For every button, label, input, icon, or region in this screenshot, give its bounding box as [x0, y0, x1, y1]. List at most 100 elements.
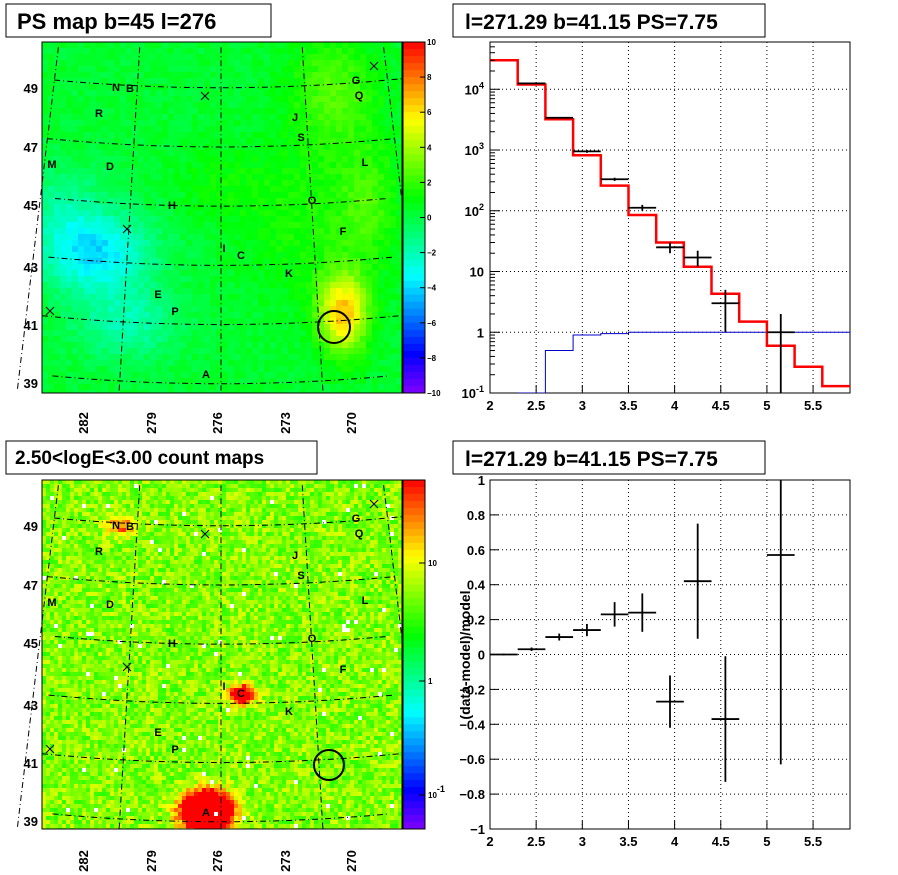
ps-colorbar-label: −10 — [427, 389, 441, 398]
count-map-parallel — [46, 576, 396, 586]
spectrum-component-step — [517, 331, 850, 393]
count-map-y-tick-label: 39 — [24, 814, 38, 829]
ps-colorbar-label: 6 — [427, 108, 432, 117]
count-map-parallel — [54, 636, 388, 645]
ps-map-source-label: M — [47, 159, 56, 171]
spectrum-y-tick-label: 10 — [470, 265, 484, 280]
residual-x-tick-label: 2 — [486, 834, 493, 849]
count-map-parallel — [54, 516, 402, 527]
ps-map-meridian — [118, 47, 141, 391]
ps-map-source-label: H — [168, 200, 176, 212]
residual-y-tick-label: −0.6 — [459, 752, 485, 767]
ps-map-sources: N B R M D H IC EP A JS GQ L O F K — [45, 61, 379, 381]
ps-map-cross-marker — [122, 224, 132, 234]
spectrum-x-tick-label: 2 — [486, 398, 493, 413]
ps-map-parallel — [46, 138, 396, 148]
ps-map-x-tick-label: 282 — [76, 412, 91, 434]
ps-map-source-label: D — [106, 161, 114, 173]
spectrum-model-step — [490, 59, 850, 388]
ps-map-x-tick-label: 270 — [344, 412, 359, 434]
spectrum-x-tick-label: 3.5 — [619, 398, 637, 413]
residual-y-tick-label: 0.8 — [467, 508, 485, 523]
count-map-cross-marker — [200, 529, 210, 539]
count-map-source-label: P — [171, 744, 178, 756]
residual-y-tick-label: 0 — [478, 648, 485, 663]
count-colorbar-label: 10 — [428, 559, 437, 568]
ps-map-y-tick-label: 41 — [24, 318, 38, 333]
count-map-heatmap — [42, 480, 402, 829]
count-map-y-tick-label: 45 — [24, 636, 38, 651]
count-map-meridian — [301, 485, 324, 829]
count-map-parallel — [52, 813, 390, 823]
spectrum-y-tick-label: 10-1 — [462, 384, 484, 401]
ps-map-x-ticks: 282 279 276 273 270 — [76, 412, 359, 434]
count-map-sources: N B R M D H IC EP A JS GQ L O F K — [45, 499, 379, 819]
ps-map-source-label: O — [308, 195, 317, 207]
ps-colorbar: 10 8 6 4 2 0 −2 −4 −6 −8 −10 — [402, 38, 441, 398]
count-map-y-tick-label: 49 — [24, 519, 38, 534]
ps-map-panel: N B R M D H IC EP A JS GQ L O F K 10 8 6 4 2 0 −2 −4 −6 −8 −10 2… — [5, 3, 441, 434]
ps-map-x-tick-label: 276 — [210, 412, 225, 434]
count-map-source-label: C — [237, 688, 245, 700]
count-map-x-ticks: 282 279 276 273 270 — [76, 850, 359, 872]
count-colorbar-label: 1 — [428, 677, 433, 686]
residual-title: l=271.29 b=41.15 PS=7.75 — [465, 448, 718, 471]
spectrum-x-tick-label: 5.5 — [804, 398, 822, 413]
ps-map-source-label: F — [340, 226, 347, 238]
count-map-meridian — [16, 485, 59, 829]
residual-x-tick-label: 2.5 — [527, 834, 545, 849]
ps-map-y-tick-label: 43 — [24, 260, 38, 275]
residual-x-tick-label: 5 — [763, 834, 770, 849]
spectrum-x-tick-label: 3 — [579, 398, 586, 413]
count-map-title: 2.50<logE<3.00 count maps — [15, 448, 264, 469]
spectrum-y-tick-label: 104 — [465, 80, 484, 97]
count-map-source-label: A — [202, 807, 210, 819]
ps-map-source-label: S — [297, 132, 304, 144]
ps-colorbar-label: −6 — [427, 319, 437, 328]
ps-colorbar-label: 4 — [427, 143, 432, 152]
residual-y-tick-label: −0.4 — [459, 717, 485, 732]
count-map-cross-marker — [369, 499, 379, 509]
count-map-source-label: H — [168, 638, 176, 650]
ps-colorbar-label: −8 — [427, 354, 437, 363]
count-map-source-label: M — [47, 597, 56, 609]
spectrum-x-tick-label: 4.5 — [712, 398, 730, 413]
count-map-source-label: Q — [355, 528, 364, 540]
ps-map-title: PS map b=45 l=276 — [17, 9, 216, 34]
count-colorbar: 10 1 10-1 — [402, 479, 445, 830]
count-map-source-label: L — [362, 595, 369, 607]
count-map-y-tick-label: 47 — [24, 578, 38, 593]
ps-map-marked-circle — [317, 310, 351, 344]
spectrum-x-tick-label: 2.5 — [527, 398, 545, 413]
count-map-source-label: I — [222, 681, 225, 693]
ps-map-cross-marker — [369, 61, 379, 71]
spectrum-x-ticks: 2 2.5 3 3.5 4 4.5 5 5.5 — [486, 385, 822, 413]
spectrum-y-ticks: 10-1 1 10 102 103 104 — [462, 41, 500, 401]
ps-map-source-label: E — [154, 289, 161, 301]
count-map-source-label: O — [308, 633, 317, 645]
residual-x-tick-label: 5.5 — [804, 834, 822, 849]
count-map-title-box — [5, 440, 318, 475]
spectrum-frame — [489, 41, 851, 394]
ps-colorbar-label: 2 — [427, 178, 432, 187]
count-map-source-label: D — [106, 599, 114, 611]
ps-map-meridian — [16, 47, 59, 391]
count-map-frame — [41, 479, 403, 830]
ps-map-source-label: C — [237, 250, 245, 262]
spectrum-y-tick-label: 1 — [477, 325, 484, 340]
count-map-panel: N B R M D H IC EP A JS GQ L O F K 10 1 10-1 282 279 276 273… — [5, 440, 445, 872]
ps-map-source-label: K — [285, 268, 293, 280]
ps-map-source-label: N — [112, 82, 120, 94]
residual-x-ticks: 2 2.5 3 3.5 4 4.5 5 5.5 — [486, 821, 822, 849]
ps-map-source-label: A — [202, 369, 210, 381]
count-map-source-label: S — [297, 570, 304, 582]
residual-panel: 2 2.5 3 3.5 4 4.5 5 5.5 1 0.8 0.6 0.4 0.2 0 −0.2 −0.4 −… — [452, 440, 851, 849]
count-map-source-label: N — [112, 520, 120, 532]
ps-map-y-tick-label: 49 — [24, 81, 38, 96]
residual-y-tick-label: −0.2 — [459, 682, 485, 697]
ps-map-frame — [41, 41, 403, 394]
count-map-source-label: J — [292, 550, 298, 562]
residual-y-tick-label: 0.4 — [467, 578, 486, 593]
ps-map-x-tick-label: 279 — [144, 412, 159, 434]
count-map-parallel — [48, 694, 394, 704]
